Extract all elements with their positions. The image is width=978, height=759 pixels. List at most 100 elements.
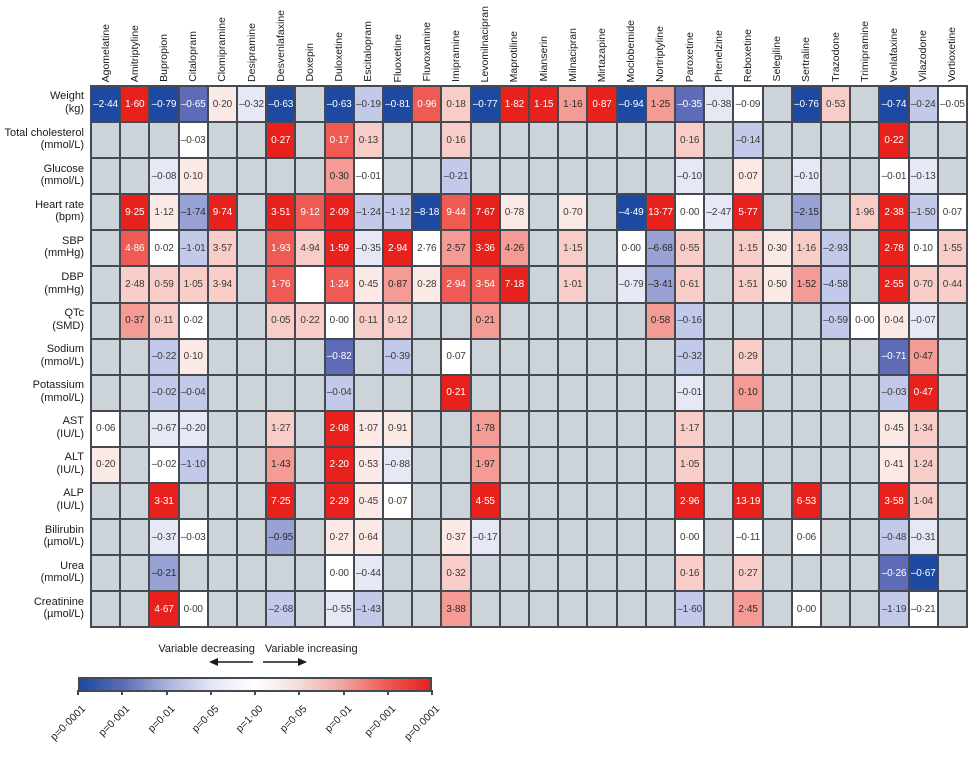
heatmap-cell	[500, 447, 528, 483]
heatmap-cell: 7·18	[500, 267, 528, 302]
heatmap-cell	[792, 556, 820, 591]
heatmap-cell	[559, 159, 587, 194]
heatmap-cell	[121, 556, 149, 591]
colorbar-tick	[254, 690, 256, 695]
heatmap-cell: –0·88	[384, 447, 412, 483]
legend-decreasing-label: Variable decreasing	[158, 643, 255, 655]
heatmap-cell	[938, 159, 966, 194]
heatmap-cell	[588, 556, 616, 591]
heatmap-cell: 1·78	[471, 411, 499, 446]
heatmap-cell: 0·50	[763, 267, 791, 302]
heatmap-cell	[471, 556, 499, 591]
heatmap-cell	[413, 303, 441, 338]
heatmap-cell: 2·57	[442, 231, 470, 266]
heatmap-cell: 1·82	[500, 87, 528, 122]
heatmap-cell	[442, 411, 470, 446]
heatmap-cell	[851, 411, 879, 446]
heatmap-cell: 0·27	[267, 123, 295, 158]
heatmap-cell	[851, 123, 879, 158]
heatmap-cell: 1·12	[150, 195, 178, 230]
column-header: Fluoxetine	[391, 33, 404, 82]
heatmap-cell	[588, 411, 616, 446]
heatmap-cell	[296, 159, 324, 194]
heatmap-cell	[559, 411, 587, 446]
heatmap-cell	[851, 375, 879, 410]
heatmap-cell: –0·35	[676, 87, 704, 122]
heatmap-cell: –1·50	[909, 195, 937, 230]
heatmap-cell	[384, 520, 412, 555]
heatmap-cell	[938, 303, 966, 338]
heatmap-cell	[92, 375, 120, 410]
heatmap-cell: 7·25	[267, 484, 295, 519]
heatmap-cell: –0·79	[150, 87, 178, 122]
column-header: Citalopram	[187, 31, 200, 82]
heatmap-cell	[617, 159, 645, 194]
column-header: Trazodone	[829, 32, 842, 82]
heatmap-cell: 1·97	[471, 447, 499, 483]
column-header: Milnacipran	[566, 28, 579, 82]
heatmap-cell	[413, 447, 441, 483]
heatmap-cell: –2·15	[792, 195, 820, 230]
heatmap-cell: –0·31	[909, 520, 937, 555]
heatmap-cell: –0·22	[150, 339, 178, 374]
column-header: Nortriptyline	[654, 25, 667, 82]
heatmap-cell: 0·10	[179, 159, 207, 194]
heatmap-cell	[296, 556, 324, 591]
heatmap-cell: –1·01	[179, 231, 207, 266]
row-label: Heart rate (bpm)	[35, 198, 84, 224]
heatmap-cell	[238, 303, 266, 338]
heatmap-cell: 6·53	[792, 484, 820, 519]
heatmap-cell	[121, 123, 149, 158]
heatmap-cell: 2·76	[413, 231, 441, 266]
heatmap-cell	[588, 592, 616, 627]
heatmap-cell: 0·91	[384, 411, 412, 446]
heatmap-cell: 1·01	[559, 267, 587, 302]
colorbar-tick-label: p=0·0001	[402, 703, 443, 744]
heatmap-cell: –0·24	[909, 87, 937, 122]
heatmap-cell	[792, 123, 820, 158]
heatmap-cell	[413, 592, 441, 627]
heatmap-cell	[763, 411, 791, 446]
heatmap-cell	[413, 339, 441, 374]
heatmap-cell: 1·76	[267, 267, 295, 302]
heatmap-cell: 5·77	[734, 195, 762, 230]
heatmap-cell: 0·30	[325, 159, 353, 194]
heatmap-cell: 0·27	[325, 520, 353, 555]
heatmap-cell	[617, 339, 645, 374]
heatmap-cell: 2·38	[880, 195, 908, 230]
heatmap-cell	[267, 375, 295, 410]
heatmap-cell: 9·44	[442, 195, 470, 230]
heatmap-cell	[92, 123, 120, 158]
column-header: Levomilnacipran	[479, 5, 492, 82]
heatmap-cell: 0·20	[92, 447, 120, 483]
heatmap-cell: 4·67	[150, 592, 178, 627]
heatmap-cell	[734, 447, 762, 483]
heatmap-cell	[530, 484, 558, 519]
heatmap-cell	[238, 195, 266, 230]
heatmap-cell	[938, 484, 966, 519]
colorbar-tick	[298, 690, 301, 695]
heatmap-cell	[471, 592, 499, 627]
heatmap-cell	[413, 484, 441, 519]
row-label: Glucose (mmol/L)	[40, 162, 84, 188]
heatmap-cell: 3·57	[208, 231, 236, 266]
heatmap-cell	[208, 375, 236, 410]
heatmap-cell: 9·25	[121, 195, 149, 230]
heatmap-cell	[734, 411, 762, 446]
column-header: Escitalopram	[362, 21, 375, 82]
heatmap-cell: –0·32	[238, 87, 266, 122]
heatmap-cell	[238, 411, 266, 446]
colorbar-tick	[209, 690, 212, 695]
heatmap-cell	[530, 339, 558, 374]
heatmap-cell	[208, 303, 236, 338]
heatmap-cell	[384, 159, 412, 194]
heatmap-cell	[530, 520, 558, 555]
heatmap-cell	[208, 123, 236, 158]
heatmap-cell: 1·16	[792, 231, 820, 266]
heatmap-cell: 2·96	[676, 484, 704, 519]
heatmap-cell: –0·26	[880, 556, 908, 591]
heatmap-cell	[705, 123, 733, 158]
heatmap-cell: 0·28	[413, 267, 441, 302]
heatmap-cell	[851, 447, 879, 483]
heatmap-cell: –2·44	[92, 87, 120, 122]
